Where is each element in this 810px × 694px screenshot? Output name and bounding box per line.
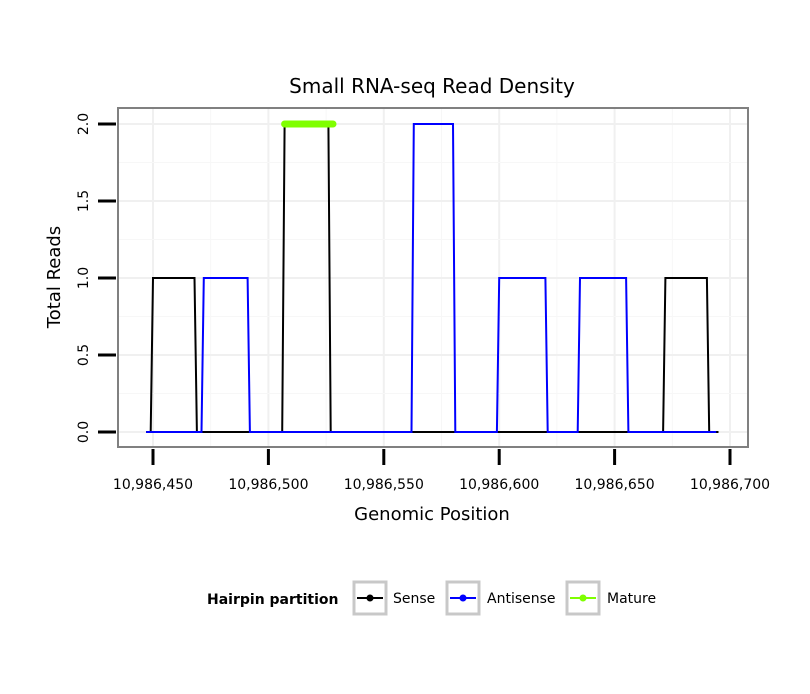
legend-label-sense: Sense (393, 591, 435, 607)
x-tick-label: 10,986,550 (344, 477, 424, 493)
y-tick-label: 0.0 (76, 421, 92, 443)
y-axis: 0.0 0.5 1.0 1.5 2.0 (76, 113, 116, 443)
y-tick-label: 1.0 (76, 267, 92, 289)
x-tick-label: 10,986,500 (228, 477, 308, 493)
y-tick-label: 0.5 (76, 344, 92, 366)
legend-label-antisense: Antisense (487, 591, 556, 607)
y-tick-label: 2.0 (76, 113, 92, 135)
y-tick-label: 1.5 (76, 190, 92, 212)
series-line-antisense (146, 123, 717, 433)
x-tick-label: 10,986,600 (459, 477, 539, 493)
series-layer (146, 120, 719, 433)
plot-border (117, 107, 749, 448)
x-axis-label: Genomic Position (354, 504, 510, 525)
x-tick-label: 10,986,650 (575, 477, 655, 493)
x-tick-label: 10,986,450 (113, 477, 193, 493)
legend-items: Sense Antisense Mature (352, 580, 656, 616)
legend-key-dot (366, 594, 374, 602)
legend: Hairpin partition Sense Antisense Mature (207, 580, 656, 616)
legend-label-mature: Mature (607, 591, 656, 607)
legend-key-dot (579, 594, 587, 602)
chart-title: Small RNA-seq Read Density (289, 74, 575, 98)
legend-key-dot (459, 594, 467, 602)
x-axis: 10,986,450 10,986,500 10,986,550 10,986,600… (113, 449, 770, 493)
legend-title: Hairpin partition (207, 592, 338, 608)
y-axis-label: Total Reads (44, 226, 65, 329)
x-tick-label: 10,986,700 (690, 477, 770, 493)
